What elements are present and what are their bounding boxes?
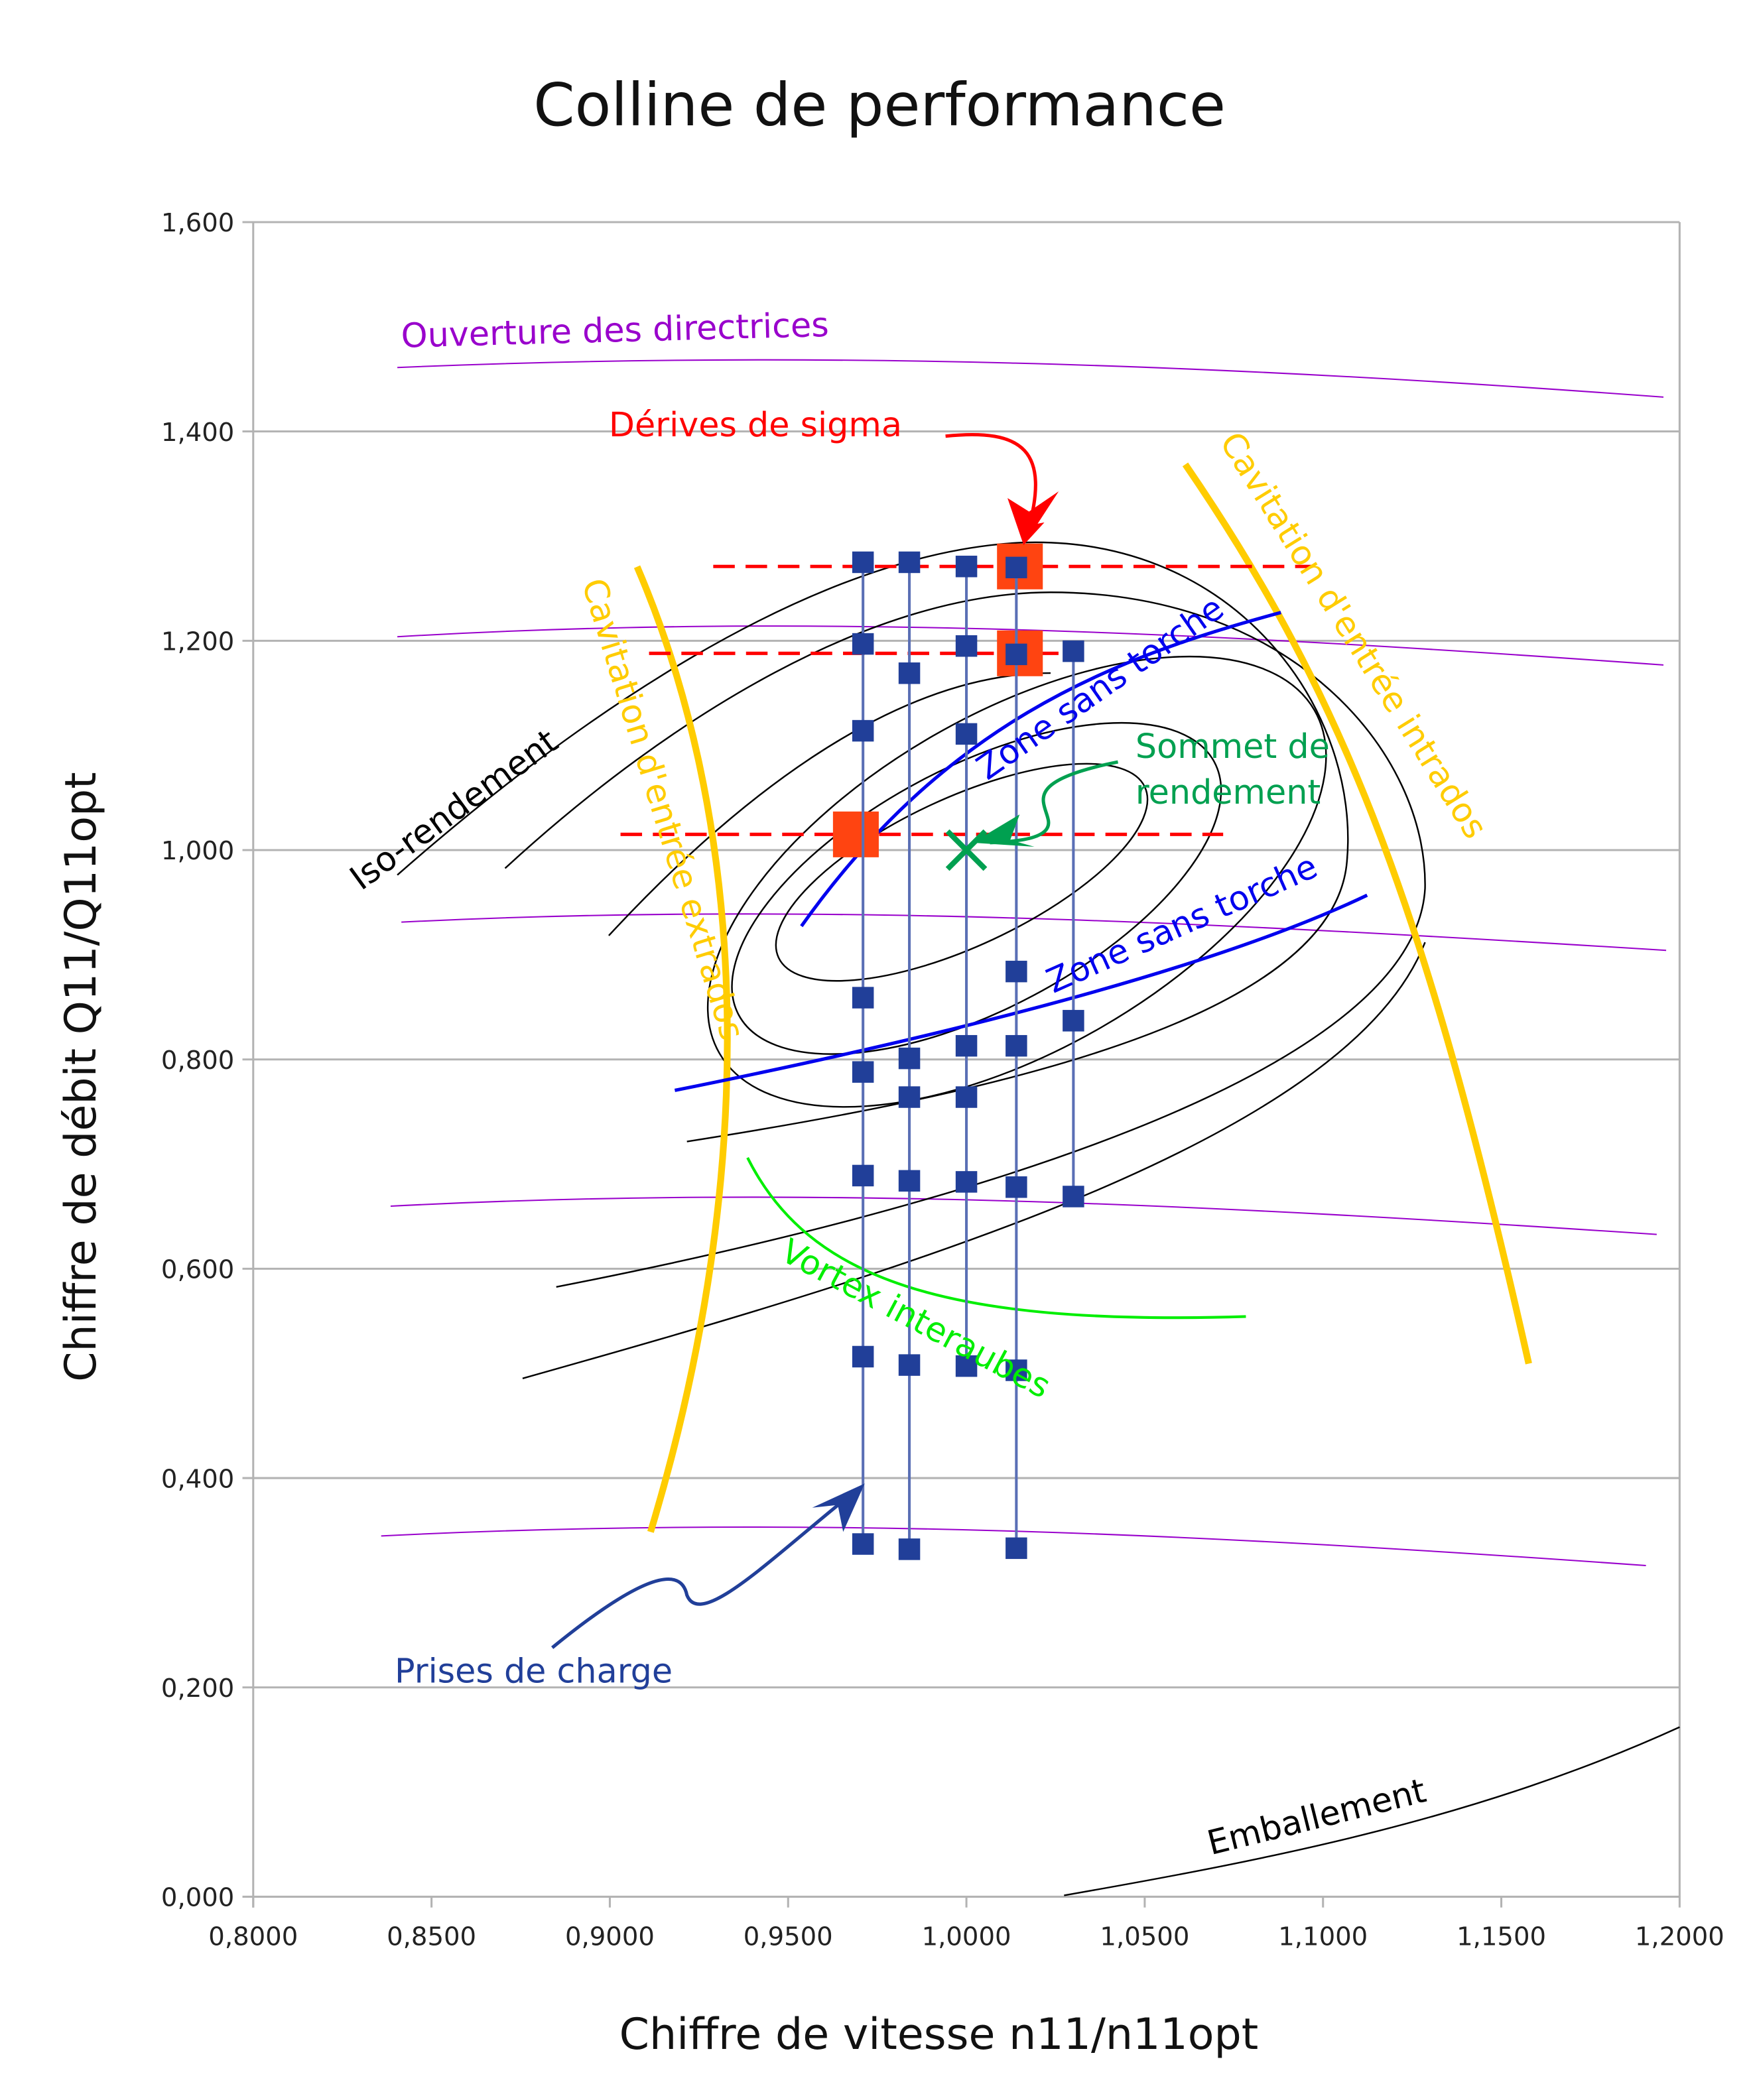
data-point: [898, 1538, 921, 1560]
no-torch-zone: [674, 611, 1368, 1092]
cavitation-intrados-line: [1182, 462, 1532, 1365]
cavitation-extrados-line: [633, 565, 731, 1533]
y-axis-label: Chiffre de débit Q11/Q11opt: [56, 772, 106, 1382]
label-iso-rendement: Iso-rendement: [343, 721, 565, 898]
label-zone-lower: Zone sans torche: [1041, 847, 1323, 1001]
y-tick-label: 0,800: [161, 1046, 234, 1076]
iso-efficiency-curve: [706, 655, 1327, 1108]
guide-vane-line: [390, 1196, 1657, 1235]
data-point: [1063, 640, 1084, 662]
iso-efficiency-curve: [397, 541, 1349, 1143]
data-point: [852, 1533, 874, 1555]
x-tick-label: 0,8000: [208, 1922, 298, 1952]
x-tick-label: 1,1500: [1457, 1922, 1546, 1952]
x-tick-label: 1,1000: [1278, 1922, 1368, 1952]
label-vortex: Vortex interaubes: [775, 1231, 1057, 1406]
iso-efficiency-curve: [608, 672, 1051, 936]
runaway-curve: [1064, 1726, 1680, 1896]
label-ouverture: Ouverture des directrices: [401, 305, 829, 355]
data-point: [955, 635, 978, 657]
sommet-arrow: [990, 760, 1119, 845]
guide-vane-line: [397, 359, 1664, 398]
data-point: [852, 1061, 874, 1083]
cavitation-limits: [633, 462, 1532, 1533]
derives-arrowhead: [1007, 491, 1059, 546]
iso-efficiency-curve: [522, 942, 1426, 1380]
label-derives: Dérives de sigma: [609, 405, 902, 444]
guide-vane-line: [401, 913, 1667, 952]
y-tick-label: 0,200: [161, 1674, 234, 1703]
x-tick-label: 1,0500: [1100, 1922, 1189, 1952]
data-point: [1005, 643, 1027, 666]
guide-vane-line: [381, 1526, 1646, 1567]
derives-arrow: [945, 432, 1045, 545]
y-tick-label: 1,000: [161, 836, 234, 866]
chart-title: Colline de performance: [533, 71, 1226, 140]
data-point: [898, 1354, 921, 1376]
data-point: [955, 556, 978, 578]
data-point: [1005, 1537, 1027, 1560]
vortex-line: [746, 1157, 1246, 1320]
sommet-arrowhead: [972, 814, 1035, 847]
data-point: [1005, 1176, 1027, 1198]
iso-efficiency-curve: [775, 763, 1149, 982]
y-tick-label: 1,600: [161, 208, 234, 238]
y-tick-label: 1,200: [161, 627, 234, 657]
prises-arrow: [551, 1493, 853, 1649]
data-point: [898, 1170, 921, 1192]
data-point: [852, 987, 874, 1009]
iso-efficiency-curve: [504, 591, 1426, 1288]
iso-efficiency-curve: [731, 721, 1222, 1055]
data-point: [1005, 1034, 1027, 1057]
data-series: [832, 543, 1084, 1560]
grid: [242, 221, 1681, 1908]
data-point: [852, 1164, 874, 1187]
data-point: [852, 551, 874, 574]
best-efficiency-marker: [945, 829, 988, 871]
sigma-point: [832, 811, 879, 857]
data-point: [1063, 1010, 1084, 1032]
data-point: [955, 1171, 978, 1193]
data-point: [898, 551, 921, 574]
x-tick-label: 0,8500: [387, 1922, 476, 1952]
data-point: [898, 662, 921, 684]
data-point: [1005, 1359, 1027, 1381]
y-tick-label: 0,000: [161, 1883, 234, 1913]
label-emballement: Emballement: [1203, 1770, 1429, 1863]
data-point: [852, 719, 874, 742]
x-tick-label: 0,9000: [565, 1922, 655, 1952]
data-point: [852, 633, 874, 655]
y-tick-label: 1,400: [161, 418, 234, 448]
data-point: [955, 723, 978, 745]
no-torch-lower-line: [674, 893, 1368, 1092]
data-point: [898, 1086, 921, 1108]
x-tick-label: 0,9500: [744, 1922, 833, 1952]
data-point: [955, 1034, 978, 1057]
axis-ticks: 0,000 0,200 0,400 0,600 0,800 1,000 1,200 1,400…: [161, 208, 1724, 1951]
x-tick-label: 1,0000: [922, 1922, 1011, 1952]
data-point: [852, 1345, 874, 1368]
y-tick-label: 0,600: [161, 1255, 234, 1285]
y-tick-label: 0,400: [161, 1464, 234, 1494]
data-point: [898, 1047, 921, 1070]
data-point: [1005, 960, 1027, 983]
label-sommet-1: Sommet de: [1135, 727, 1330, 766]
label-prises: Prises de charge: [395, 1652, 673, 1691]
data-point: [1005, 556, 1027, 579]
data-point: [1063, 1186, 1084, 1207]
x-tick-label: 1,2000: [1635, 1922, 1724, 1952]
data-point: [955, 1086, 978, 1108]
label-sommet-2: rendement: [1135, 772, 1321, 812]
x-axis-label: Chiffre de vitesse n11/n11opt: [619, 2010, 1259, 2060]
prises-arrowhead: [812, 1483, 865, 1532]
data-point: [955, 1355, 978, 1377]
